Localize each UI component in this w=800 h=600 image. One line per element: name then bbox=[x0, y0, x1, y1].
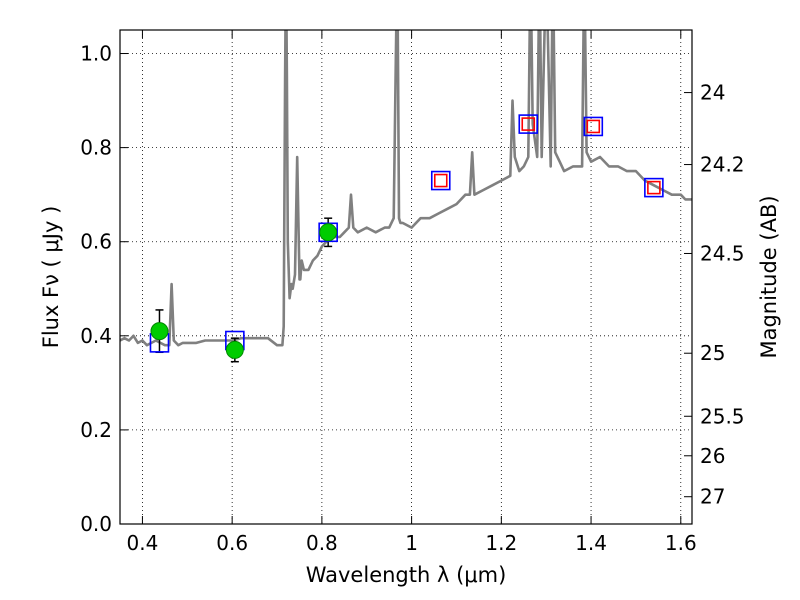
mag-tick-label: 27 bbox=[700, 485, 725, 509]
x-tick-label: 1 bbox=[405, 531, 418, 555]
y2-axis-label: Magnitude (AB) bbox=[757, 195, 781, 358]
observed-point bbox=[225, 340, 244, 359]
x-tick-label: 1.6 bbox=[665, 531, 697, 555]
y-tick-label: 0.8 bbox=[80, 136, 112, 160]
model-photometry-point bbox=[518, 114, 539, 134]
y-tick-label: 0.2 bbox=[80, 418, 112, 442]
grid bbox=[120, 30, 692, 524]
y-tick-label: 0.4 bbox=[80, 324, 112, 348]
y-tick-label: 0.6 bbox=[80, 230, 112, 254]
plot-area bbox=[120, 30, 692, 524]
y-axis-label: Flux Fν ( μJy ) bbox=[39, 206, 63, 349]
mag-tick-label: 24 bbox=[700, 81, 725, 105]
data-series bbox=[120, 30, 692, 363]
upper-limit-point bbox=[586, 119, 601, 134]
tick-marks bbox=[120, 30, 692, 525]
observed-point bbox=[319, 223, 338, 242]
x-tick-label: 1.4 bbox=[575, 531, 607, 555]
x-tick-label: 1.2 bbox=[485, 531, 517, 555]
model-photometry-point bbox=[430, 170, 451, 191]
upper-limit-point bbox=[647, 180, 661, 195]
spectrum-line bbox=[120, 30, 692, 347]
mag-tick-label: 24.2 bbox=[700, 153, 745, 177]
observed-point bbox=[150, 322, 169, 341]
x-axis-label: Wavelength λ (μm) bbox=[306, 563, 507, 587]
mag-tick-label: 25 bbox=[700, 341, 725, 365]
upper-limit-point bbox=[521, 117, 536, 131]
upper-limit-point bbox=[433, 173, 448, 188]
x-tick-label: 0.8 bbox=[306, 531, 338, 555]
plot-frame bbox=[119, 29, 693, 525]
y-tick-label: 0.0 bbox=[80, 512, 112, 536]
mag-tick-label: 25.5 bbox=[700, 404, 745, 428]
model-photometry-point bbox=[644, 177, 664, 198]
x-tick-label: 0.4 bbox=[127, 531, 159, 555]
mag-tick-label: 26 bbox=[700, 444, 725, 468]
model-photometry-point bbox=[583, 116, 604, 137]
mag-tick-label: 24.5 bbox=[700, 241, 745, 265]
x-tick-label: 0.6 bbox=[216, 531, 248, 555]
y-tick-label: 1.0 bbox=[80, 42, 112, 66]
tick-labels: 0.4 0.6 0.8 1 1.2 1.4 1.6 0.0 0.2 0.4 0.6 0.8 1.0 24 2… bbox=[80, 42, 744, 555]
